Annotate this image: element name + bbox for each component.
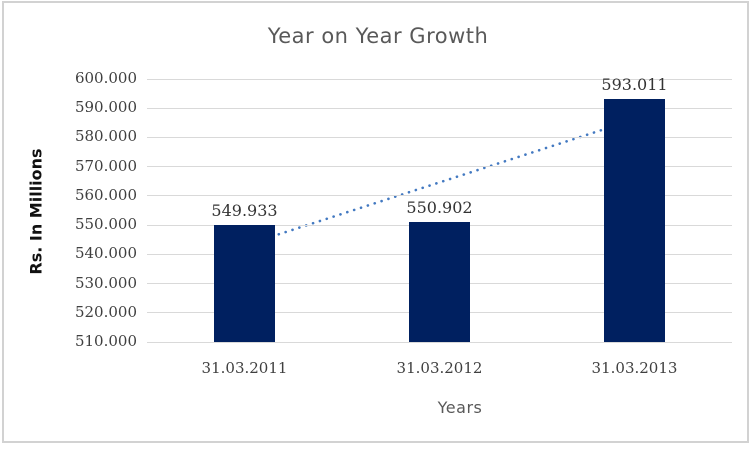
gridline (147, 166, 732, 168)
y-axis-tick-label: 540.000 (74, 244, 137, 263)
gridline (147, 195, 732, 197)
y-axis-tick-label: 510.000 (74, 332, 137, 350)
x-axis-category-label: 31.03.2011 (201, 359, 288, 377)
bar-31.03.2012 (409, 222, 470, 342)
bar-31.03.2011 (214, 225, 275, 342)
y-axis-tick-label: 580.000 (74, 127, 137, 146)
y-axis-tick-label: 600.000 (74, 69, 137, 87)
y-axis-title: Rs. In Millions (26, 148, 46, 275)
y-axis-tick-label: 550.000 (74, 215, 137, 234)
gridline (147, 107, 732, 109)
gridline (147, 78, 732, 80)
chart-title: Year on Year Growth (267, 24, 489, 48)
bar-data-label: 593.011 (601, 75, 668, 95)
x-axis-title: Years (437, 398, 483, 417)
y-axis-tick-label: 590.000 (74, 98, 137, 117)
gridline (147, 136, 732, 138)
x-axis-category-label: 31.03.2013 (591, 359, 678, 377)
y-axis-tick-label: 560.000 (74, 185, 137, 204)
y-axis-tick-label: 530.000 (74, 273, 137, 292)
bar-31.03.2013 (604, 99, 665, 342)
bar-data-label: 550.902 (406, 198, 473, 218)
gridline (147, 341, 732, 343)
y-axis-tick-label: 570.000 (74, 156, 137, 175)
x-axis-category-label: 31.03.2012 (396, 359, 483, 377)
bar-data-label: 549.933 (211, 201, 278, 221)
y-axis-tick-label: 520.000 (74, 302, 137, 321)
